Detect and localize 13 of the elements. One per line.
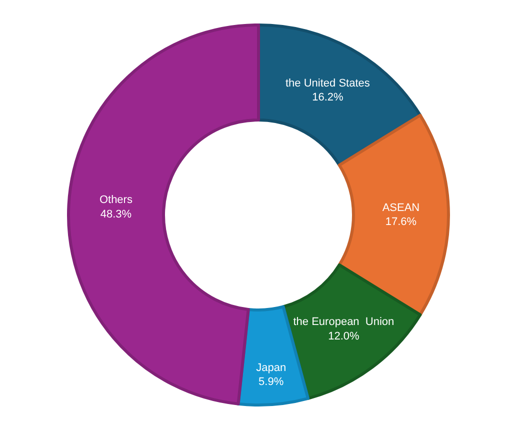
- slice-label: the European Union: [293, 316, 394, 328]
- data-label: 16.2%: [312, 92, 344, 104]
- slice-label: the United States: [285, 77, 370, 90]
- slice-label: Japan: [256, 362, 286, 374]
- slice-label: Others: [99, 194, 133, 206]
- donut-slice: [257, 24, 422, 167]
- data-label: 5.9%: [258, 376, 284, 388]
- data-label: 17.6%: [385, 216, 417, 228]
- data-label: 48.3%: [100, 208, 132, 221]
- donut-slice: [338, 114, 450, 316]
- donut-slice: [236, 305, 310, 406]
- data-label: 12.0%: [328, 330, 360, 342]
- slice-label: ASEAN: [382, 202, 420, 214]
